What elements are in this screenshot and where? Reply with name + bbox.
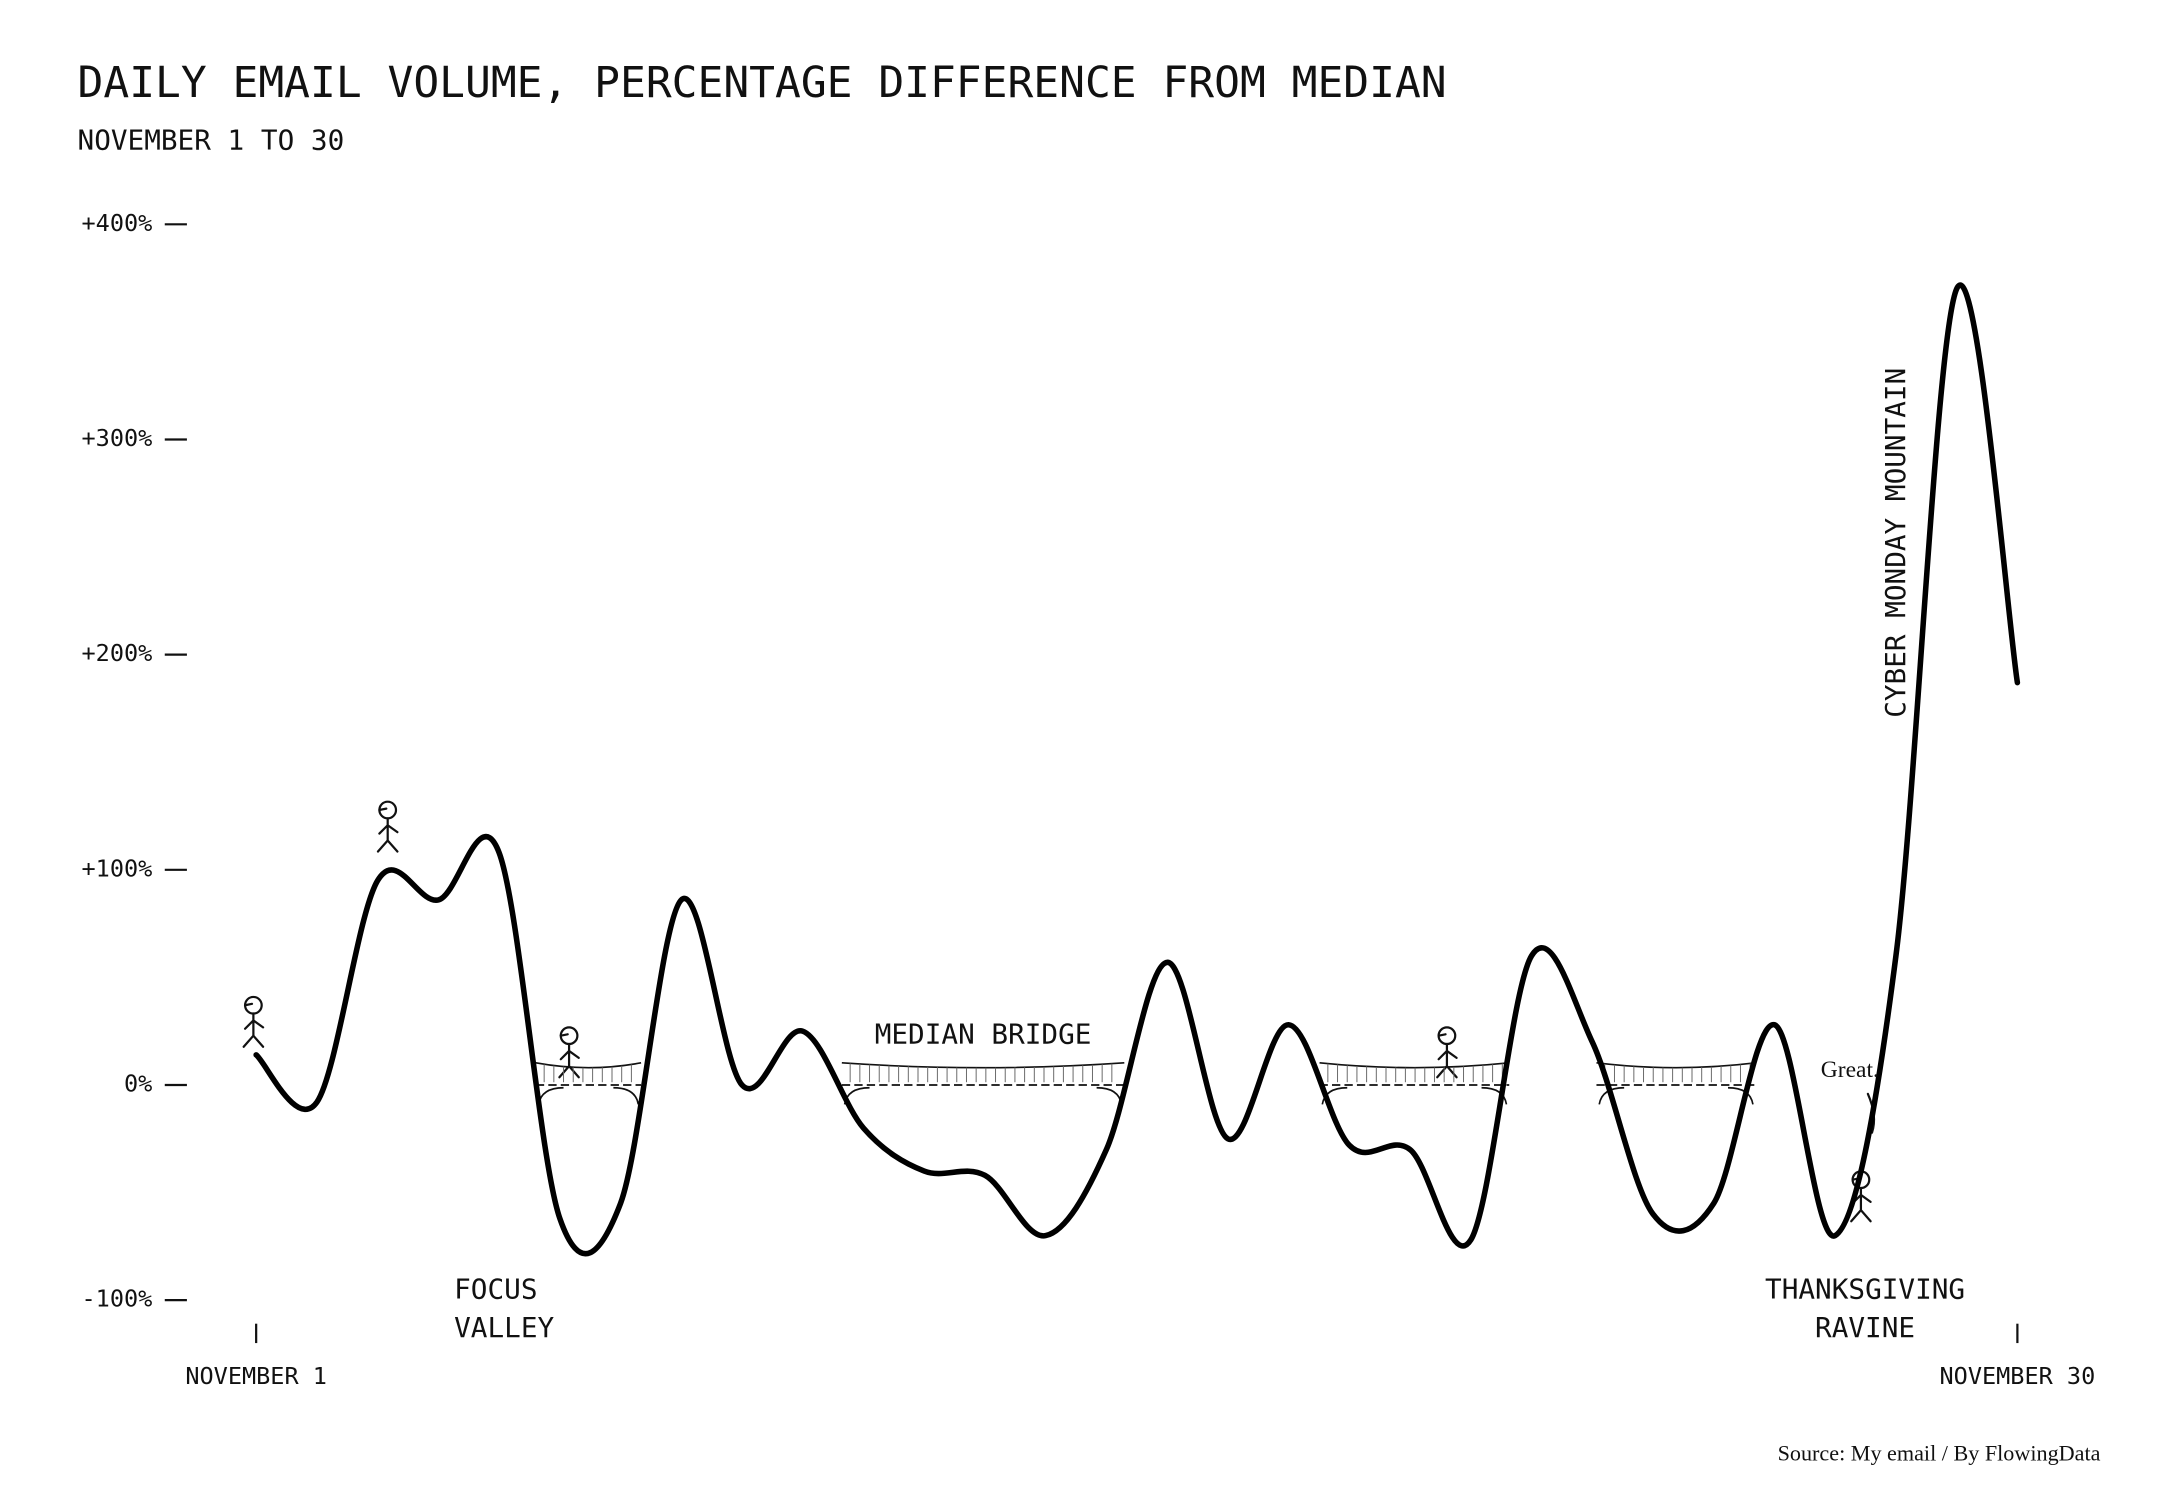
y-tick-label: 0% xyxy=(124,1069,152,1097)
bridge xyxy=(841,1062,1125,1105)
annotation: RAVINE xyxy=(1815,1311,1915,1344)
bridge-rail xyxy=(841,1062,1125,1069)
bridge-rail xyxy=(1596,1062,1756,1069)
bridge-arch xyxy=(1321,1086,1508,1105)
annotation: MEDIAN BRIDGE xyxy=(875,1018,1092,1051)
data-line xyxy=(253,282,2021,1257)
annotation: THANKSGIVING xyxy=(1765,1272,1965,1305)
decorations xyxy=(242,800,1876,1223)
bridge xyxy=(1596,1062,1756,1105)
annotation: CYBER MONDAY MOUNTAIN xyxy=(1879,368,1912,718)
x-tick-label: NOVEMBER 1 xyxy=(185,1362,327,1390)
annotation: VALLEY xyxy=(454,1311,554,1344)
bridge-rail xyxy=(535,1062,642,1069)
bridge-arch xyxy=(843,1086,1123,1105)
bridge-arch xyxy=(537,1086,640,1105)
y-tick-label: +100% xyxy=(82,854,153,882)
stick-figure xyxy=(242,995,265,1048)
y-tick-label: +300% xyxy=(82,424,153,452)
y-tick-label: +200% xyxy=(82,639,153,667)
chart-title: DAILY EMAIL VOLUME, PERCENTAGE DIFFERENC… xyxy=(78,58,1447,108)
source: Source: My email / By FlowingData xyxy=(1778,1440,2101,1465)
chart-subtitle: NOVEMBER 1 TO 30 xyxy=(78,124,345,157)
annotation: FOCUS xyxy=(454,1272,537,1305)
y-tick-label: +400% xyxy=(82,209,153,237)
bridge-rail xyxy=(1319,1062,1510,1069)
y-tick-label: -100% xyxy=(82,1285,153,1313)
stick-figure xyxy=(376,800,399,853)
annotation: Great. xyxy=(1821,1057,1879,1083)
bridge-arch xyxy=(1598,1086,1754,1105)
bridge xyxy=(535,1062,642,1105)
stick-figure xyxy=(558,1026,580,1079)
x-tick-label: NOVEMBER 30 xyxy=(1940,1362,2096,1390)
bridge xyxy=(1319,1062,1510,1105)
